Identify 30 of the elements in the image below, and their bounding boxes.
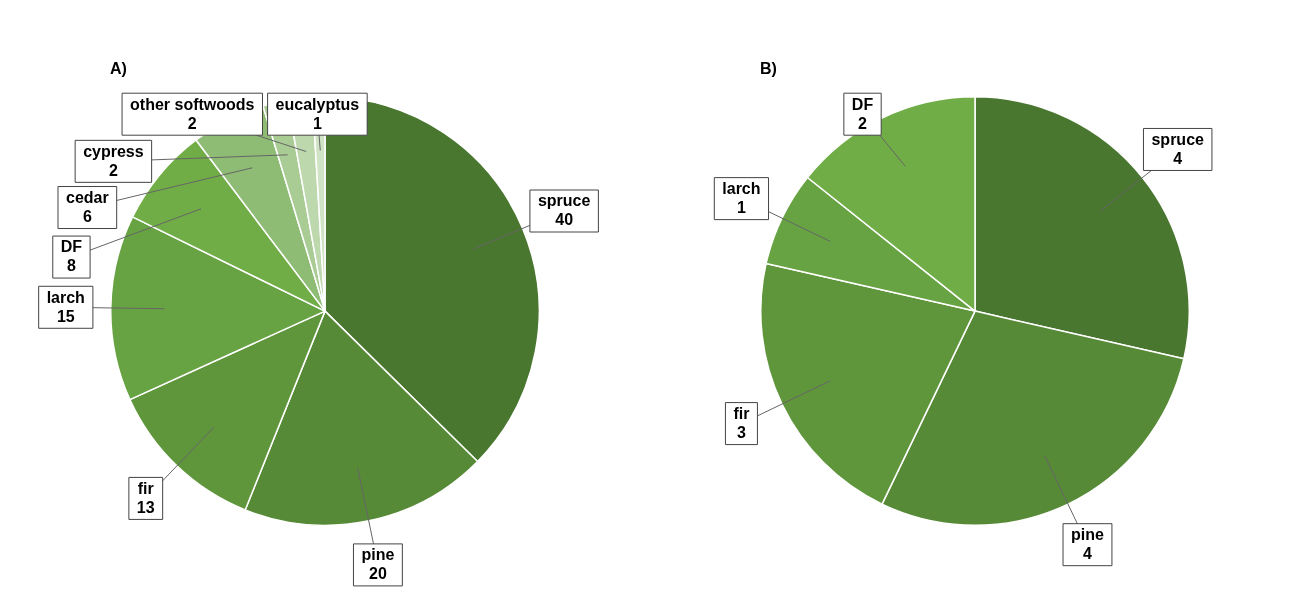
slice-label: cypress <box>83 142 144 160</box>
slice-label: fir <box>137 479 154 497</box>
slice-label: cedar <box>65 188 109 206</box>
data-label: 2 <box>187 114 197 132</box>
slice-label: eucalyptus <box>275 95 360 113</box>
slice-label: DF <box>851 95 874 113</box>
data-label: 4 <box>1173 149 1183 167</box>
data-label: 6 <box>82 207 92 225</box>
slice-label: fir <box>733 404 750 422</box>
slice-label: spruce <box>537 192 591 210</box>
slice-label: spruce <box>1151 130 1205 148</box>
data-label: 40 <box>555 211 574 229</box>
slice-label: pine <box>1071 526 1105 544</box>
data-label: 1 <box>736 199 746 217</box>
data-label: 13 <box>136 498 155 516</box>
data-label: 2 <box>108 161 118 179</box>
chart-title: B) <box>760 60 777 78</box>
slice-label: other softwoods <box>130 95 255 113</box>
chart-title: A) <box>110 60 127 78</box>
data-label: 20 <box>369 565 387 583</box>
data-label: 15 <box>56 307 75 325</box>
data-label: 2 <box>858 114 868 132</box>
slice-label: larch <box>722 180 761 198</box>
data-label: 3 <box>736 423 746 441</box>
slice-label: DF <box>60 238 83 256</box>
slice-label: larch <box>46 288 85 306</box>
data-label: 4 <box>1083 545 1093 563</box>
data-label: 8 <box>66 257 76 275</box>
data-label: 1 <box>312 114 322 132</box>
slice-label: pine <box>361 546 395 564</box>
